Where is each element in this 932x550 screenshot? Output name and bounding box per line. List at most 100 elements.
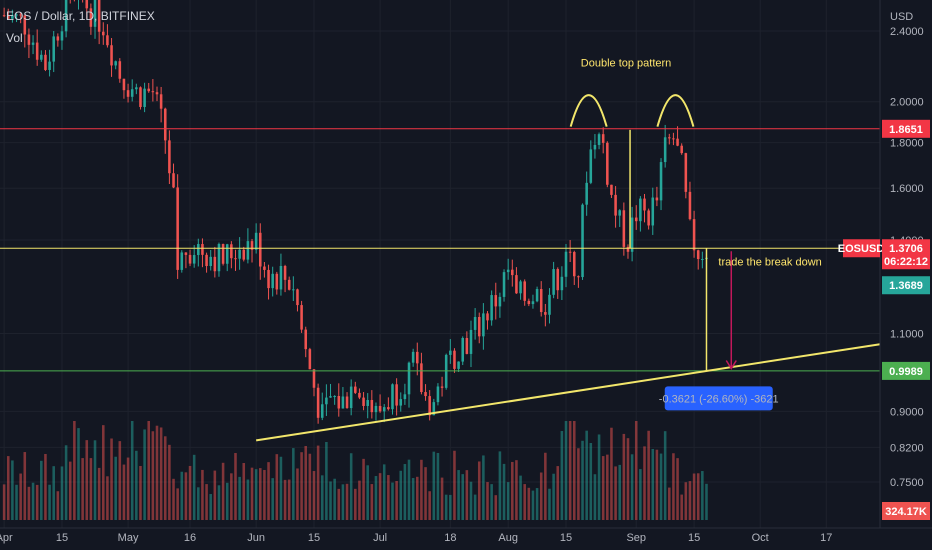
candle-body[interactable] (382, 407, 386, 412)
candle-body[interactable] (143, 88, 146, 107)
candle-body[interactable] (151, 91, 155, 93)
candle-body[interactable] (64, 0, 68, 32)
candle-body[interactable] (415, 351, 419, 364)
candle-body[interactable] (535, 289, 539, 302)
candle-body[interactable] (527, 300, 531, 305)
candle-body[interactable] (341, 396, 345, 409)
candle-body[interactable] (184, 252, 188, 255)
candle-body[interactable] (263, 266, 266, 270)
candle-body[interactable] (213, 256, 217, 272)
candle-body[interactable] (242, 249, 246, 260)
candle-body[interactable] (420, 363, 423, 393)
candle-body[interactable] (102, 31, 105, 36)
candle-body[interactable] (155, 92, 159, 95)
candle-body[interactable] (399, 399, 403, 406)
candle-body[interactable] (539, 289, 543, 313)
candle-body[interactable] (230, 244, 233, 259)
candle-body[interactable] (40, 54, 43, 60)
candle-body[interactable] (56, 36, 60, 41)
candle-body[interactable] (457, 361, 460, 369)
candle-body[interactable] (279, 265, 283, 290)
candle-body[interactable] (238, 249, 241, 259)
candle-body[interactable] (630, 217, 634, 252)
candle-body[interactable] (23, 15, 27, 35)
candle-body[interactable] (552, 269, 555, 295)
candle-body[interactable] (122, 78, 126, 91)
candle-body[interactable] (387, 407, 390, 410)
candle-body[interactable] (531, 301, 535, 305)
candle-body[interactable] (296, 289, 299, 306)
candle-body[interactable] (139, 87, 142, 107)
candle-body[interactable] (130, 89, 134, 97)
candle-body[interactable] (494, 295, 498, 307)
candle-body[interactable] (259, 232, 262, 267)
candle-body[interactable] (688, 191, 692, 220)
candle-body[interactable] (221, 244, 225, 264)
candle-body[interactable] (267, 269, 270, 289)
candle-body[interactable] (234, 258, 237, 260)
candle-body[interactable] (659, 162, 663, 201)
candle-body[interactable] (701, 258, 704, 260)
candle-body[interactable] (696, 250, 700, 260)
candle-body[interactable] (292, 289, 295, 291)
candle-body[interactable] (556, 269, 560, 291)
candle-body[interactable] (564, 251, 568, 277)
candle-body[interactable] (366, 400, 369, 406)
candle-body[interactable] (93, 0, 97, 27)
candle-body[interactable] (403, 394, 407, 400)
candle-body[interactable] (110, 45, 113, 66)
candle-body[interactable] (358, 392, 361, 398)
candle-body[interactable] (312, 369, 316, 388)
candle-body[interactable] (424, 392, 427, 397)
candle-body[interactable] (85, 0, 89, 9)
candle-body[interactable] (329, 396, 332, 398)
candle-body[interactable] (126, 90, 130, 97)
candle-body[interactable] (618, 210, 621, 216)
candle-body[interactable] (370, 400, 374, 413)
candle-body[interactable] (345, 396, 349, 409)
candle-body[interactable] (308, 349, 312, 370)
candle-body[interactable] (275, 273, 279, 290)
candle-body[interactable] (589, 149, 593, 183)
candle-body[interactable] (614, 194, 617, 216)
candle-body[interactable] (35, 42, 39, 60)
candle-body[interactable] (316, 387, 320, 418)
candle-body[interactable] (469, 329, 473, 354)
candle-body[interactable] (114, 61, 117, 66)
candle-body[interactable] (6, 15, 10, 19)
candle-body[interactable] (159, 94, 163, 109)
candle-body[interactable] (197, 244, 200, 256)
candle-body[interactable] (44, 54, 47, 70)
candle-body[interactable] (60, 31, 64, 41)
candle-body[interactable] (639, 198, 642, 222)
candle-body[interactable] (560, 276, 564, 291)
candle-body[interactable] (651, 197, 655, 226)
candle-body[interactable] (606, 142, 609, 185)
candle-body[interactable] (436, 386, 440, 403)
candle-body[interactable] (254, 232, 258, 250)
candle-body[interactable] (135, 87, 138, 90)
candle-body[interactable] (407, 362, 411, 395)
candle-body[interactable] (548, 294, 551, 315)
candle-body[interactable] (519, 281, 522, 294)
candle-body[interactable] (498, 296, 502, 307)
candle-body[interactable] (544, 312, 547, 315)
candle-body[interactable] (2, 15, 6, 17)
candle-body[interactable] (684, 153, 688, 192)
candle-body[interactable] (89, 8, 93, 27)
candle-body[interactable] (337, 395, 341, 409)
candle-body[interactable] (168, 140, 171, 174)
candle-body[interactable] (585, 182, 588, 205)
candle-body[interactable] (680, 145, 683, 154)
candle-body[interactable] (209, 256, 212, 267)
candle-body[interactable] (378, 405, 382, 412)
candle-body[interactable] (333, 395, 336, 397)
candle-body[interactable] (643, 198, 646, 211)
measure-badge[interactable] (664, 386, 773, 411)
candle-body[interactable] (283, 265, 287, 280)
candle-body[interactable] (634, 217, 638, 222)
candle-body[interactable] (287, 279, 291, 290)
candle-body[interactable] (300, 305, 303, 330)
candle-body[interactable] (97, 0, 101, 32)
